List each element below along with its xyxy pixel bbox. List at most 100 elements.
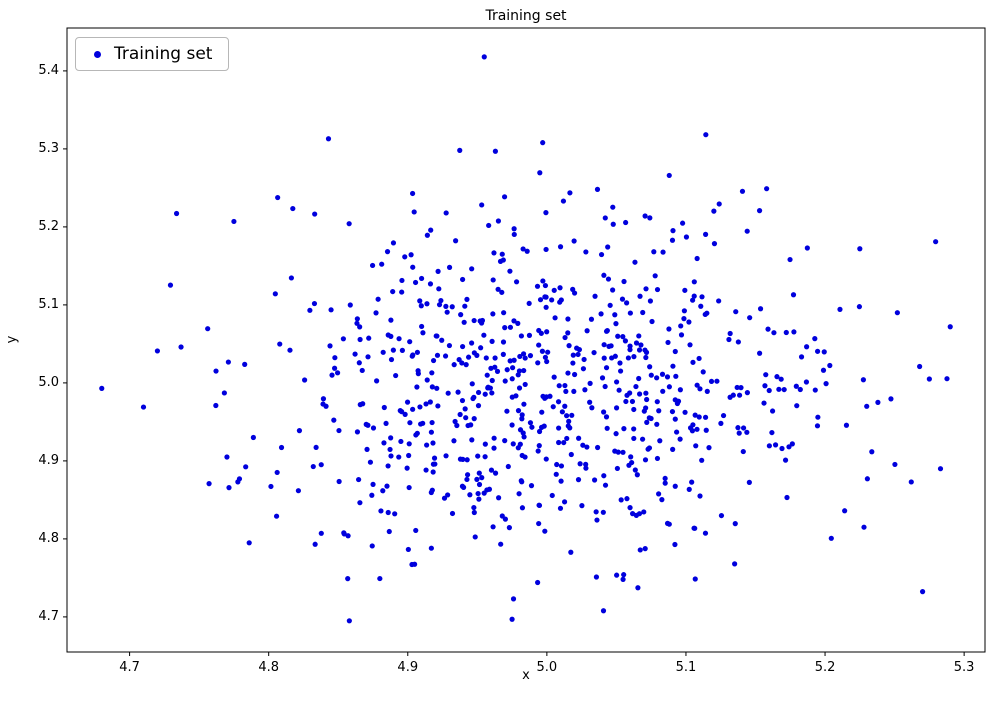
scatter-point	[670, 228, 676, 234]
scatter-point	[513, 279, 520, 285]
scatter-point	[497, 258, 504, 264]
scatter-point	[464, 476, 470, 483]
scatter-point	[735, 339, 741, 345]
x-tick-label: 5.0	[536, 660, 558, 675]
scatter-point	[543, 304, 549, 310]
scatter-point	[387, 446, 393, 453]
scatter-point	[464, 472, 471, 478]
scatter-point	[614, 379, 620, 385]
scatter-point	[766, 387, 772, 394]
scatter-point	[511, 226, 517, 232]
scatter-point	[769, 408, 776, 414]
scatter-point	[690, 359, 696, 365]
scatter-point	[509, 394, 515, 400]
scatter-point	[213, 402, 219, 409]
scatter-point	[732, 561, 738, 567]
scatter-point	[564, 413, 570, 419]
scatter-point	[459, 483, 466, 489]
scatter-point	[402, 411, 408, 417]
scatter-point	[714, 378, 720, 384]
scatter-point	[346, 618, 352, 624]
scatter-point	[278, 444, 285, 451]
scatter-point	[735, 425, 741, 431]
scatter-point	[627, 347, 633, 353]
scatter-point	[482, 454, 488, 460]
scatter-point	[500, 339, 507, 345]
scatter-point	[654, 455, 661, 462]
scatter-point	[669, 237, 676, 243]
scatter-point	[543, 456, 549, 462]
scatter-point	[670, 363, 676, 369]
scatter-point	[892, 461, 898, 468]
scatter-point	[604, 425, 610, 431]
scatter-point	[656, 491, 662, 497]
scatter-point	[588, 316, 595, 322]
scatter-point	[434, 333, 440, 339]
scatter-point	[402, 254, 408, 260]
scatter-point	[522, 381, 528, 388]
scatter-point	[683, 234, 690, 240]
scatter-point	[575, 351, 581, 358]
scatter-point	[651, 249, 657, 255]
scatter-point	[492, 148, 498, 154]
scatter-point	[782, 457, 789, 463]
scatter-point	[787, 256, 793, 263]
scatter-point	[654, 421, 660, 427]
scatter-point	[580, 442, 586, 448]
scatter-point	[492, 355, 498, 361]
scatter-point	[644, 419, 650, 425]
scatter-point	[491, 250, 497, 256]
scatter-point	[600, 509, 606, 515]
scatter-point	[642, 347, 648, 353]
scatter-point	[636, 511, 643, 517]
scatter-point	[459, 360, 465, 366]
scatter-point	[458, 312, 464, 318]
scatter-point	[509, 616, 515, 622]
scatter-point	[520, 351, 527, 357]
scatter-point	[551, 374, 557, 380]
scatter-point	[666, 326, 672, 332]
scatter-point	[489, 338, 495, 344]
scatter-point	[369, 262, 376, 269]
scatter-point	[475, 389, 482, 396]
scatter-point	[99, 385, 105, 391]
scatter-point	[774, 374, 780, 380]
scatter-point	[654, 286, 661, 293]
scatter-point	[636, 375, 642, 382]
scatter-point	[926, 376, 932, 382]
scatter-point	[536, 502, 542, 508]
scatter-point	[502, 325, 508, 331]
scatter-point	[536, 342, 542, 348]
scatter-point	[647, 215, 653, 221]
scatter-point	[435, 403, 441, 409]
scatter-point	[814, 348, 821, 354]
scatter-point	[689, 428, 696, 434]
scatter-point	[763, 372, 769, 378]
scatter-point	[542, 282, 549, 289]
scatter-point	[418, 421, 424, 427]
scatter-point	[564, 435, 570, 442]
scatter-point	[452, 418, 458, 425]
scatter-point	[420, 330, 426, 336]
scatter-point	[384, 249, 391, 255]
scatter-point	[562, 334, 568, 341]
scatter-point	[476, 481, 483, 488]
scatter-point	[631, 435, 637, 442]
scatter-point	[460, 456, 466, 462]
scatter-point	[519, 416, 525, 422]
scatter-point	[593, 509, 599, 515]
scatter-point	[488, 467, 495, 473]
scatter-point	[428, 429, 434, 435]
legend: Training set	[75, 37, 230, 71]
scatter-point	[601, 342, 607, 348]
scatter-point	[734, 384, 740, 391]
scatter-point	[704, 310, 710, 316]
scatter-point	[399, 409, 405, 415]
scatter-point	[205, 326, 211, 332]
scatter-point	[471, 416, 477, 422]
scatter-point	[410, 190, 416, 197]
scatter-point	[375, 296, 381, 302]
scatter-point	[539, 409, 545, 415]
scatter-point	[692, 412, 698, 418]
scatter-point	[601, 473, 607, 479]
